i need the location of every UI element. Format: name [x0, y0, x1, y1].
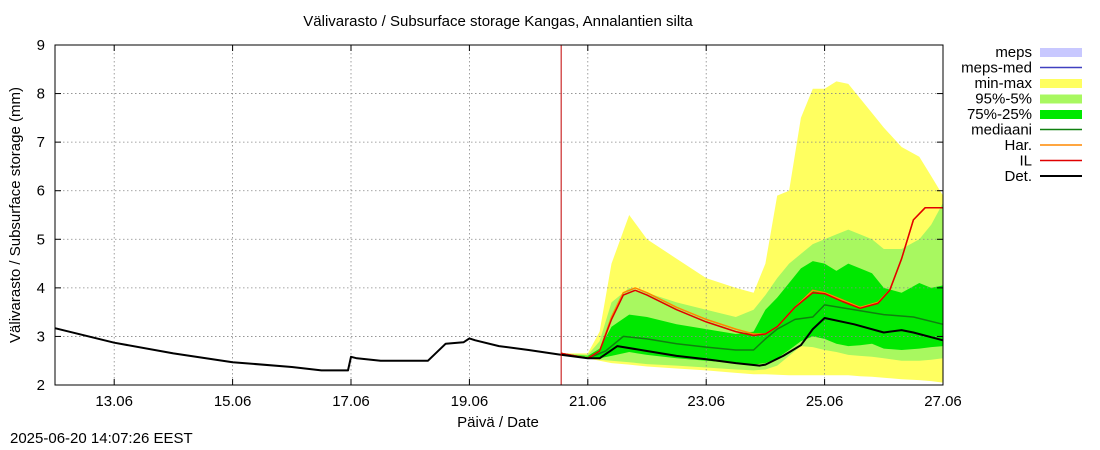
grid-layer — [55, 45, 943, 385]
legend-label-il: IL — [1019, 153, 1032, 170]
legend-label-median: mediaani — [971, 122, 1032, 139]
legend-label-det: Det. — [1004, 168, 1032, 185]
legend-label-minmax: min-max — [974, 75, 1032, 92]
x-tick-label: 17.06 — [332, 393, 370, 410]
legend-label-p95_5: 95%-5% — [975, 91, 1032, 108]
legend-swatch-meps — [1040, 48, 1082, 57]
legend-swatch-p95_5 — [1040, 94, 1082, 104]
y-tick-label: 6 — [37, 183, 45, 200]
x-tick-label: 21.06 — [569, 393, 607, 410]
x-tick-label: 23.06 — [687, 393, 725, 410]
legend-label-p75_25: 75%-25% — [967, 106, 1032, 123]
x-tick-label: 15.06 — [214, 393, 252, 410]
y-tick-label: 5 — [37, 231, 45, 248]
legend-swatch-p75_25 — [1040, 110, 1082, 119]
x-axis-label: Päivä / Date — [457, 414, 539, 431]
bands-layer — [561, 81, 943, 383]
legend-label-meps_med: meps-med — [961, 60, 1032, 77]
x-tick-label: 19.06 — [451, 393, 489, 410]
chart-title: Välivarasto / Subsurface storage Kangas,… — [303, 13, 693, 30]
band-p75_25 — [561, 261, 943, 365]
lines-layer — [54, 206, 944, 372]
legend-swatch-minmax — [1040, 79, 1082, 88]
legend-label-meps: meps — [995, 44, 1032, 61]
series-il — [561, 206, 943, 360]
series-median — [561, 304, 944, 360]
y-tick-label: 4 — [37, 280, 45, 297]
y-tick-label: 8 — [37, 86, 45, 103]
x-tick-label: 25.06 — [806, 393, 844, 410]
legend-label-har: Har. — [1004, 137, 1032, 154]
y-tick-label: 9 — [37, 37, 45, 54]
timestamp: 2025-06-20 14:07:26 EEST — [10, 430, 193, 447]
y-tick-label: 7 — [37, 134, 45, 151]
y-tick-label: 3 — [37, 328, 45, 345]
y-axis-label: Välivarasto / Subsurface storage (mm) — [7, 87, 24, 343]
legend: mepsmeps-medmin-max95%-5%75%-25%mediaani… — [961, 44, 1082, 185]
plot-frame — [54, 44, 944, 386]
x-tick-label: 27.06 — [924, 393, 962, 410]
x-tick-label: 13.06 — [95, 393, 133, 410]
series-det — [54, 317, 944, 372]
ticks-layer: 2 3 4 5 6 7 8 9 13.06 15.06 17.06 19.06 21.06 23.06 25… — [37, 37, 962, 410]
y-tick-label: 2 — [37, 377, 45, 394]
